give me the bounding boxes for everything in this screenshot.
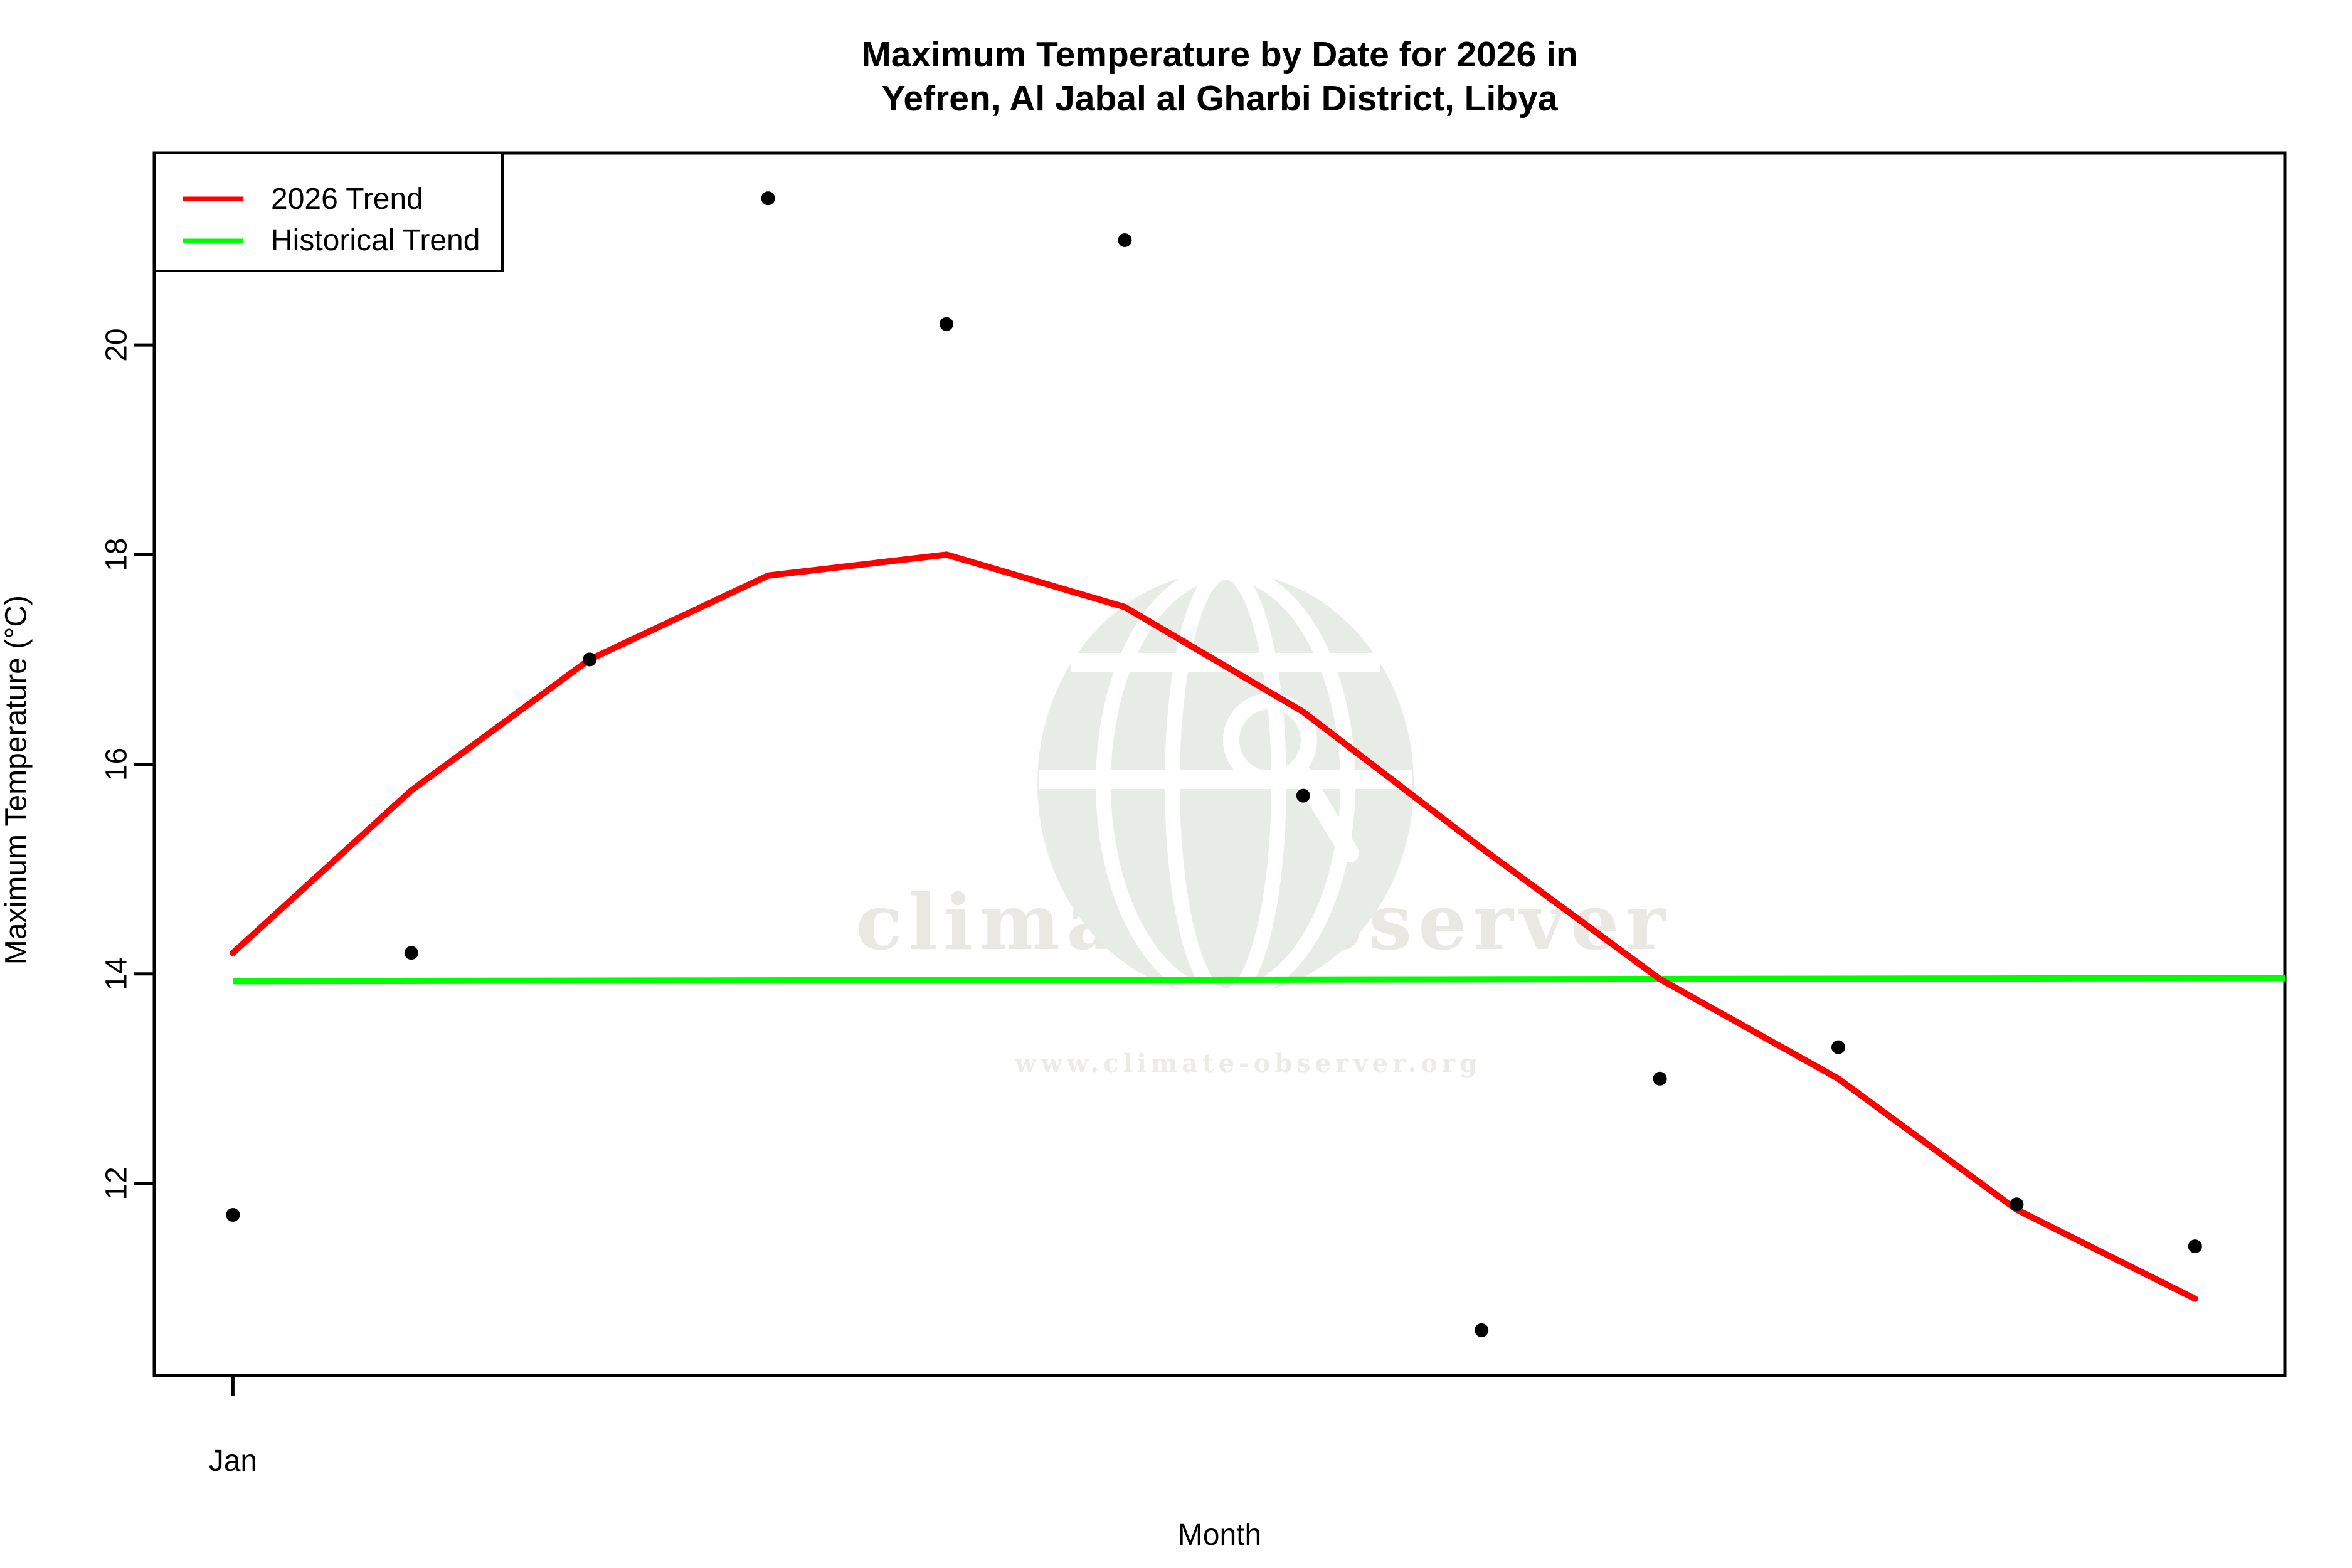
y-axis-label: Maximum Temperature (°C) <box>0 595 33 965</box>
trend-line-historical <box>233 975 2286 985</box>
watermark-url: www.climate-observer.org <box>1014 1049 1482 1078</box>
x-axis-label: Month <box>1177 1518 1262 1552</box>
data-point <box>583 652 597 667</box>
chart-title: Maximum Temperature by Date for 2026 in … <box>154 33 2285 120</box>
legend-label-historical-trend: Historical Trend <box>271 224 480 257</box>
legend-box <box>153 152 504 272</box>
y-tick-label: 14 <box>100 957 134 990</box>
chart-title-line1: Maximum Temperature by Date for 2026 in <box>861 34 1578 75</box>
y-tick-label: 12 <box>100 1167 134 1200</box>
data-point <box>1475 1323 1489 1337</box>
y-tick-label: 18 <box>100 538 134 571</box>
data-point <box>1653 1071 1667 1086</box>
y-tick-label: 20 <box>100 328 134 361</box>
trend-line-2026 <box>230 551 2198 1302</box>
y-tick-label: 16 <box>100 748 134 781</box>
data-point <box>1831 1040 1845 1054</box>
data-point <box>226 1208 240 1222</box>
data-point <box>2010 1197 2024 1212</box>
legend-label-2026-trend: 2026 Trend <box>271 183 423 216</box>
data-point <box>761 191 775 206</box>
data-point <box>2188 1239 2202 1254</box>
x-tick-label: Jan <box>209 1444 257 1478</box>
globe-magnifier-icon <box>1037 572 1414 996</box>
chart-title-line2: Yefren, Al Jabal al Gharbi District, Lib… <box>881 78 1558 119</box>
data-point <box>404 946 418 960</box>
data-point <box>940 317 953 331</box>
data-point <box>1296 788 1310 803</box>
data-point <box>1118 233 1132 248</box>
